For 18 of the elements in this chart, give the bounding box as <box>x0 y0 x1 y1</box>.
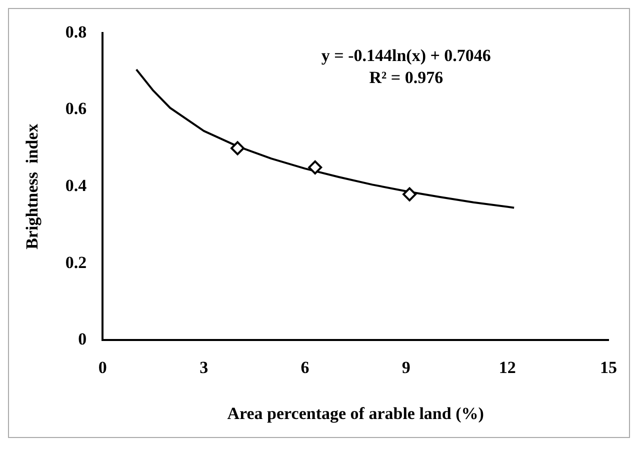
point <box>402 187 417 202</box>
x-tick-label: 0 <box>98 358 107 377</box>
y-tick-label: 0.4 <box>65 176 88 195</box>
y-tick-label: 0.2 <box>65 252 87 272</box>
x-axis-title: Area percentage of arable land (%) <box>227 404 484 424</box>
x-tick-label: 6 <box>300 358 310 377</box>
x-tick-label: 15 <box>600 358 617 377</box>
x-tick-label: 12 <box>498 358 516 377</box>
point <box>308 160 322 174</box>
y-axis-title: Brightness index <box>22 123 42 250</box>
annotation: R² = 0.976 <box>369 68 444 87</box>
y-tick-label: 0 <box>78 330 87 349</box>
x-tick-label: 3 <box>200 358 208 377</box>
y-tick-label: 0.8 <box>65 22 87 42</box>
annotation: y = -0.144ln(x) + 0.7046 <box>321 46 491 65</box>
y-tick-label: 0.6 <box>65 99 87 118</box>
point <box>230 141 245 156</box>
x-tick-label: 9 <box>402 358 410 377</box>
